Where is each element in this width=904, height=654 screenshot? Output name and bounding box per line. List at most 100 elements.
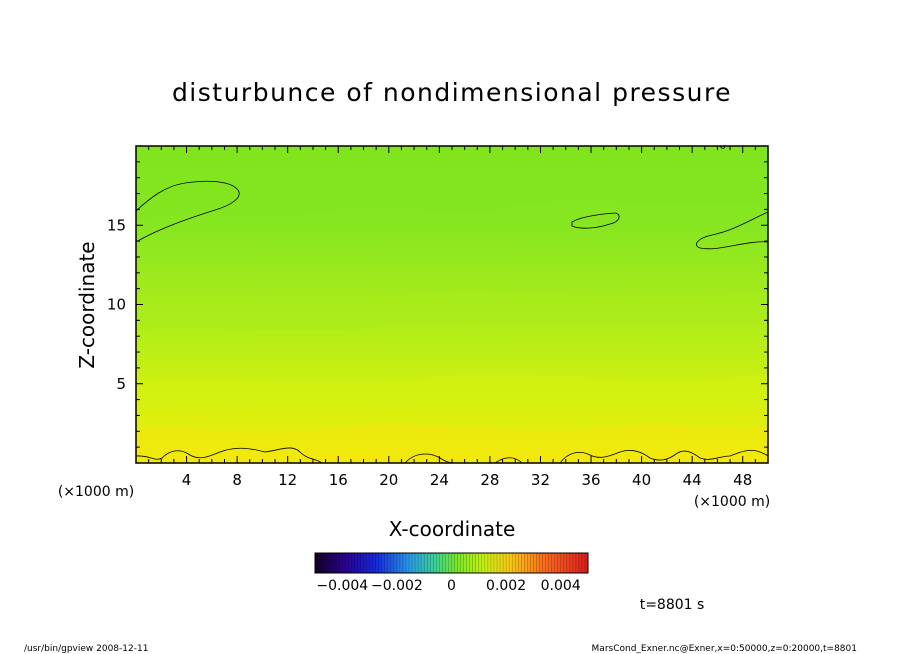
- colorbar-stripe: [330, 553, 334, 573]
- colorbar-stripe: [536, 553, 540, 573]
- y-tick-label: 10: [107, 296, 126, 314]
- colorbar-stripe: [430, 553, 434, 573]
- colorbar-stripe: [500, 553, 504, 573]
- colorbar-stripe: [418, 553, 422, 573]
- colorbar-stripe: [396, 553, 401, 573]
- contour-lines: [136, 146, 768, 463]
- colorbar-stripe: [315, 553, 319, 573]
- colorbar-stripe: [584, 553, 589, 573]
- colorbar-stripe: [415, 553, 419, 573]
- colorbar-stripe: [354, 553, 358, 573]
- x-tick-label: 24: [430, 471, 449, 489]
- contour-line: [494, 457, 523, 463]
- contour-line: [571, 212, 620, 229]
- colorbar-stripe: [439, 553, 443, 573]
- footer-left: /usr/bin/gpview 2008-12-11: [24, 644, 148, 654]
- colorbar-stripe: [327, 553, 331, 573]
- x-tick-label: 8: [232, 471, 242, 489]
- chart-title: disturbunce of nondimensional pressure: [172, 78, 732, 107]
- colorbar-stripe: [551, 553, 555, 573]
- colorbar-stripe: [457, 553, 461, 573]
- colorbar-tick-label: −0.004: [316, 578, 368, 594]
- colorbar-stripe: [575, 553, 580, 573]
- colorbar-stripe: [348, 553, 352, 573]
- colorbar-stripe: [381, 553, 386, 573]
- colorbar-stripe: [333, 553, 337, 573]
- colorbar-stripe: [515, 553, 519, 573]
- x-unit-right: (×1000 m): [694, 494, 770, 510]
- x-tick-label: 40: [632, 471, 651, 489]
- colorbar-stripe: [539, 553, 543, 573]
- colorbar-stripe: [548, 553, 552, 573]
- colorbar-stripe: [475, 553, 480, 573]
- field-blob: [136, 146, 768, 220]
- colorbar-tick-labels: −0.004 −0.002 0 0.002 0.004: [316, 578, 580, 594]
- colorbar-tick-label: 0: [447, 578, 456, 594]
- colorbar-stripe: [524, 553, 528, 573]
- colorbar-stripe: [566, 553, 571, 573]
- colorbar-stripe: [478, 553, 483, 573]
- colorbar-stripe: [345, 553, 349, 573]
- colorbar-stripe: [581, 553, 586, 573]
- x-tick-label: 4: [182, 471, 192, 489]
- colorbar-stripe: [427, 553, 431, 573]
- x-tick-label: 12: [278, 471, 297, 489]
- colorbar-stripe: [518, 553, 522, 573]
- heatmap-field: [136, 146, 768, 463]
- x-tick-label: 36: [581, 471, 600, 489]
- colorbar-stripe: [493, 553, 498, 573]
- colorbar-stripe: [533, 553, 537, 573]
- colorbar-stripe: [384, 553, 389, 573]
- colorbar-stripe: [421, 553, 425, 573]
- colorbar-tick-label: −0.002: [371, 578, 423, 594]
- colorbar-stripe: [360, 553, 364, 573]
- time-label: t=8801 s: [640, 597, 705, 613]
- colorbar-stripe: [466, 553, 470, 573]
- x-tick-label: 44: [683, 471, 702, 489]
- colorbar-stripe: [451, 553, 455, 573]
- colorbar-stripe: [336, 553, 340, 573]
- colorbar-tick-label: 0.004: [541, 578, 581, 594]
- x-tick-labels: 4 8 12 16 20 24 28 32 36 40 44 48: [182, 471, 752, 489]
- colorbar-stripe: [497, 553, 501, 573]
- x-unit-left: (×1000 m): [58, 484, 134, 500]
- colorbar-stripe: [569, 553, 574, 573]
- y-tick-label: 5: [116, 375, 126, 393]
- colorbar-stripe: [375, 553, 379, 573]
- colorbar-stripe: [503, 553, 507, 573]
- colorbar-stripe: [399, 553, 404, 573]
- colorbar-stripe: [542, 553, 546, 573]
- colorbar-stripe: [357, 553, 361, 573]
- colorbar-stripe: [393, 553, 398, 573]
- colorbar-stripe: [560, 553, 565, 573]
- field-blob: [136, 374, 768, 408]
- colorbar-stripe: [363, 553, 367, 573]
- colorbar-stripe: [506, 553, 510, 573]
- colorbar-stripe: [402, 553, 407, 573]
- colorbar-stripe: [448, 553, 452, 573]
- colorbar-stripe: [509, 553, 513, 573]
- colorbar-stripe: [521, 553, 525, 573]
- colorbar-stripe: [578, 553, 583, 573]
- colorbar-stripe: [469, 553, 474, 573]
- colorbar-stripe: [572, 553, 577, 573]
- y-axis-label: Z-coordinate: [75, 241, 99, 368]
- colorbar-stripe: [436, 553, 440, 573]
- colorbar-stripe: [339, 553, 343, 573]
- colorbar-frame: [314, 552, 589, 574]
- contour-line: [696, 211, 768, 250]
- colorbar-stripe: [318, 553, 322, 573]
- colorbar-stripe: [378, 553, 383, 573]
- colorbar-stripe: [563, 553, 568, 573]
- colorbar-stripe: [481, 553, 486, 573]
- colorbar-stripe: [406, 553, 410, 573]
- colorbar-stripe: [442, 553, 446, 573]
- colorbar-stripe: [445, 553, 449, 573]
- colorbar-stripe: [554, 553, 558, 573]
- colorbar-stripe: [424, 553, 428, 573]
- field-blob: [136, 424, 768, 463]
- x-tick-label: 32: [531, 471, 550, 489]
- colorbar-stripe: [369, 553, 373, 573]
- x-tick-label: 48: [733, 471, 752, 489]
